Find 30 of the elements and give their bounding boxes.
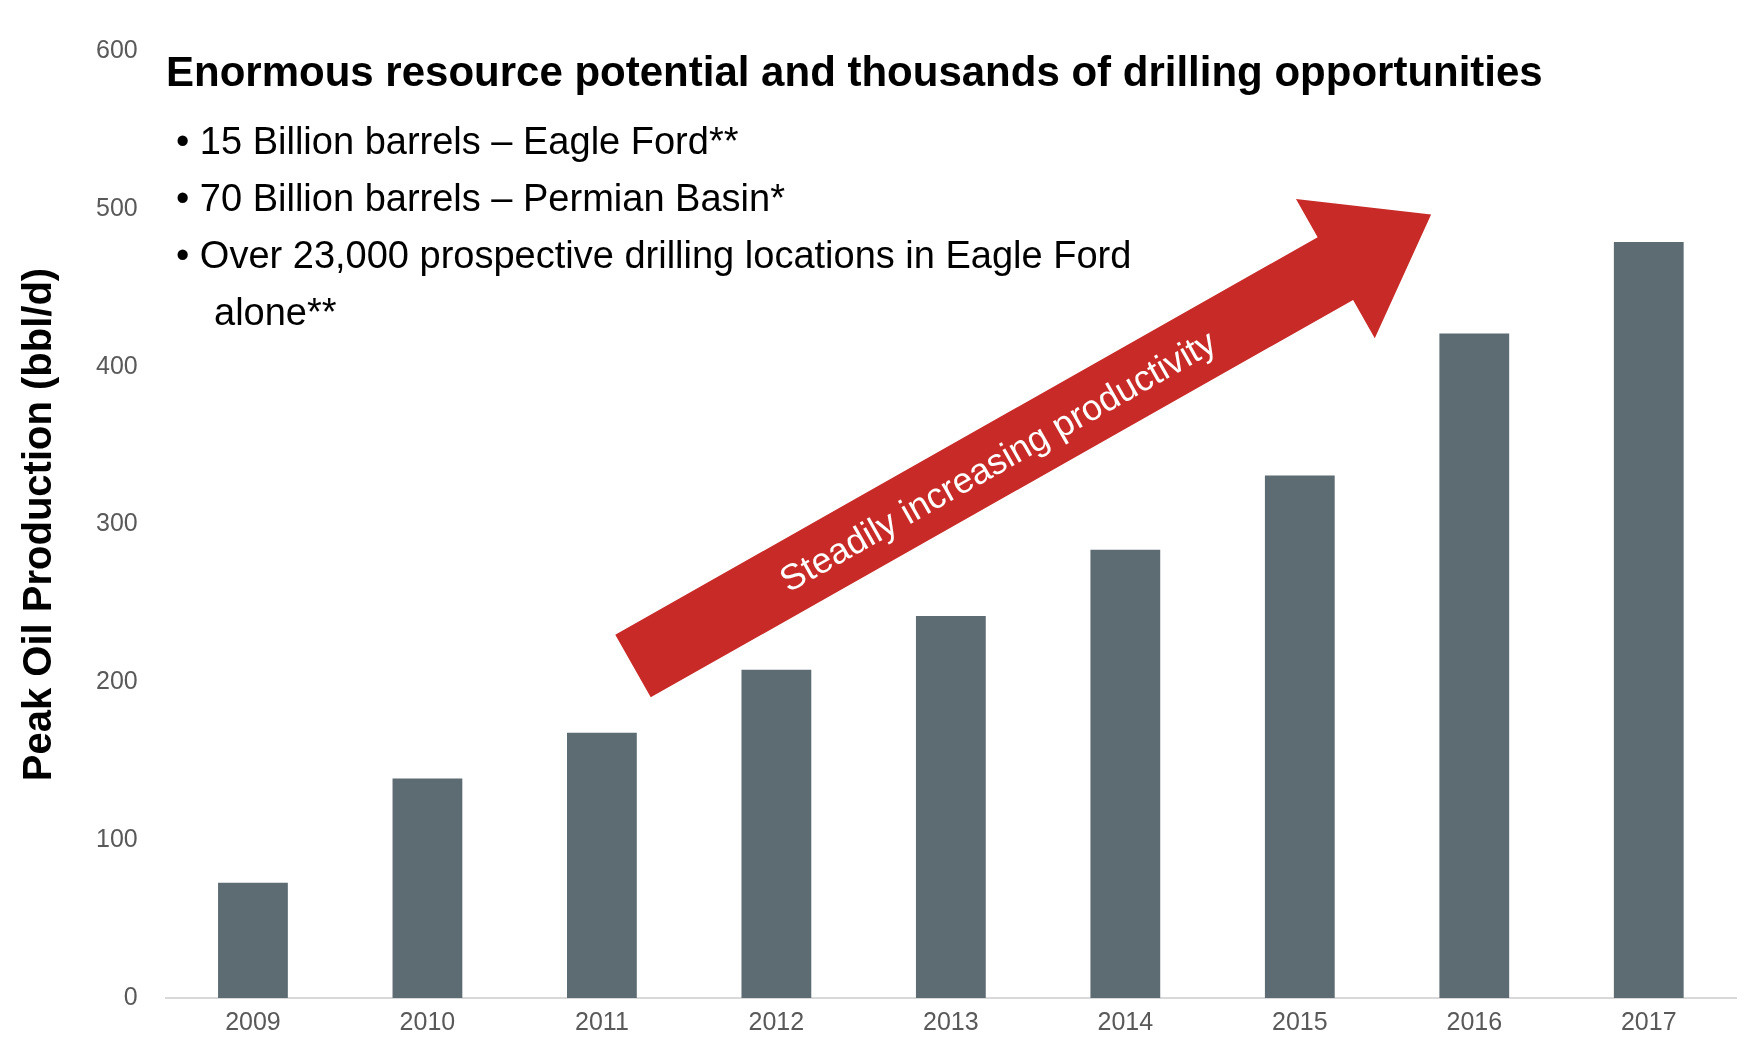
y-axis-title: Peak Oil Production (bbl/d) [15, 267, 60, 782]
annotation: • 70 Billion barrels – Permian Basin* [176, 176, 786, 221]
x-tick-label: 2016 [1446, 1006, 1503, 1035]
x-tick-label: 2012 [748, 1006, 805, 1035]
bar [218, 882, 288, 998]
x-tick-label: 2017 [1620, 1006, 1677, 1035]
x-tick-label: 2014 [1097, 1006, 1154, 1035]
chart-title: Enormous resource potential and thousands of drilling opportunities [166, 48, 1543, 96]
x-tick-label: 2011 [575, 1006, 629, 1035]
bar [915, 616, 986, 998]
y-tick-label: 400 [95, 350, 138, 379]
y-tick-label: 600 [95, 34, 138, 63]
y-tick-label: 200 [95, 666, 138, 695]
annotation: • Over 23,000 prospective drilling locations in Eagle Ford alone** [176, 234, 1132, 333]
y-tick-label: 100 [95, 824, 138, 853]
y-tick-label: 300 [95, 508, 138, 537]
bar [1439, 333, 1510, 998]
bar [741, 669, 812, 998]
x-tick-label: 2013 [923, 1006, 979, 1035]
bar [1264, 475, 1335, 998]
x-tick-label: 2009 [225, 1006, 281, 1035]
x-tick-label: 2015 [1272, 1006, 1328, 1035]
bar [567, 732, 637, 998]
y-tick-label: 0 [123, 981, 138, 1010]
bar [1613, 241, 1684, 998]
y-tick-label: 500 [95, 192, 138, 221]
annotation: • 15 Billion barrels – Eagle Ford** [176, 119, 740, 164]
x-tick-label: 2010 [399, 1006, 456, 1035]
bar [392, 778, 463, 998]
bar [1090, 549, 1161, 998]
